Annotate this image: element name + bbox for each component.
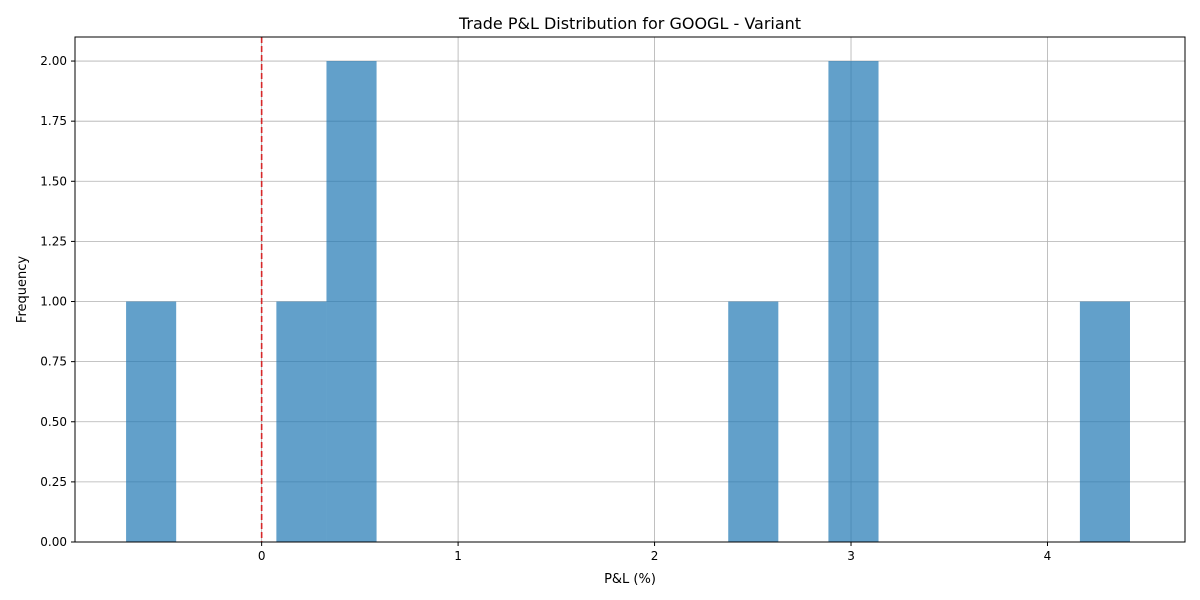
grid (75, 37, 1185, 543)
y-tick-label: 0.50 (40, 415, 67, 429)
y-tick-label: 0.25 (40, 475, 67, 489)
y-tick-label: 1.00 (40, 295, 67, 309)
histogram-bar (126, 301, 177, 542)
plot-frame (74, 36, 1186, 543)
x-tick-label: 0 (258, 549, 266, 563)
histogram-bars (126, 61, 1130, 543)
y-tick-label: 1.75 (40, 114, 67, 128)
y-tick-label: 1.25 (40, 234, 67, 248)
y-tick-label: 2.00 (40, 54, 67, 68)
y-axis-label: Frequency (15, 256, 30, 323)
x-tick-label: 4 (1044, 549, 1052, 563)
histogram-bar (276, 301, 327, 542)
histogram-bar (326, 61, 377, 543)
x-tick-label: 3 (847, 549, 855, 563)
y-tick-label: 1.50 (40, 174, 67, 188)
histogram-bar (1079, 301, 1130, 542)
x-axis-label: P&L (%) (604, 572, 656, 587)
y-tick-label: 0.00 (40, 535, 67, 549)
histogram-bar (828, 61, 879, 543)
x-axis: 0 1 2 3 4 (258, 542, 1051, 563)
y-axis: 0.00 0.25 0.50 0.75 1.00 1.25 1.50 1.75 2.00 (40, 54, 75, 549)
x-tick-label: 1 (454, 549, 462, 563)
histogram-bar (728, 301, 779, 542)
x-tick-label: 2 (651, 549, 659, 563)
chart-title: Trade P&L Distribution for GOOGL - Varia… (458, 14, 801, 33)
y-tick-label: 0.75 (40, 355, 67, 369)
